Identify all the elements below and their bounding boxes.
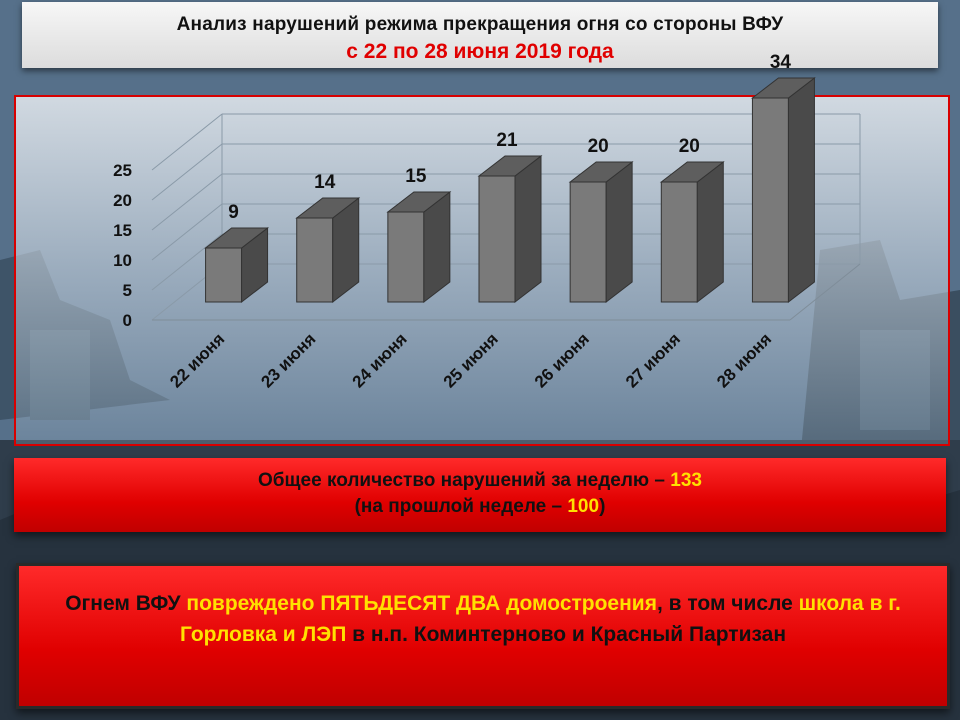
y-tick-label: 10 (113, 251, 132, 270)
y-axis-ticks: 0 5 10 15 20 25 (113, 161, 132, 330)
bar-side (696, 160, 724, 304)
data-label: 21 (496, 130, 518, 151)
data-label: 15 (405, 166, 427, 187)
damage-part: Коминтерново (413, 623, 567, 646)
bar-top (386, 191, 452, 213)
damage-text: Огнем ВФУ повреждено ПЯТЬДЕСЯТ ДВА домос… (19, 588, 947, 650)
previous-value: 100 (567, 496, 600, 517)
x-axis-ticks: 22 июня 23 июня 24 июня 25 июня 26 июня 27 ию… (166, 329, 775, 391)
bar-22 июня (205, 247, 243, 303)
damage-part: домостроения (506, 592, 657, 615)
total-value: 133 (670, 470, 702, 491)
bar-23 июня (296, 217, 334, 303)
bar-25 июня (478, 175, 516, 303)
gridline-depth (151, 143, 223, 201)
damage-part: ПЯТЬДЕСЯТ ДВА (320, 592, 507, 615)
damage-part: повреждено (186, 592, 321, 615)
bar-28 июня (751, 97, 789, 303)
bar-top (295, 197, 361, 219)
damage-part: , в том числе (656, 592, 799, 615)
gridline-depth (151, 113, 223, 171)
header-panel: Анализ нарушений режима прекращения огня… (22, 2, 938, 68)
y-tick-label: 20 (113, 191, 132, 210)
data-label: 34 (770, 52, 792, 73)
damage-panel: Огнем ВФУ повреждено ПЯТЬДЕСЯТ ДВА домос… (16, 563, 950, 709)
bar-top (204, 227, 270, 249)
gridline-depth (151, 173, 223, 231)
total-label: Общее количество нарушений за неделю – (258, 470, 671, 491)
x-tick-label: 26 июня (531, 329, 593, 391)
x-tick-label: 22 июня (166, 329, 228, 391)
y-tick-label: 0 (123, 311, 132, 330)
weekly-total-panel: Общее количество нарушений за неделю – 1… (14, 458, 946, 532)
previous-label: (на прошлой неделе – (354, 496, 568, 517)
y-tick-label: 5 (123, 281, 132, 300)
bar-side (787, 76, 815, 304)
data-label: 14 (314, 172, 336, 193)
bars: 9 14 15 21 20 20 34 (204, 52, 816, 304)
y-tick-label: 25 (113, 161, 132, 180)
bar-27 июня (660, 181, 698, 303)
bar-side (605, 160, 633, 304)
y-tick-label: 15 (113, 221, 132, 240)
x-tick-label: 23 июня (257, 329, 319, 391)
data-label: 9 (228, 202, 239, 223)
data-label: 20 (679, 136, 700, 157)
damage-part: в н.п. (346, 623, 414, 646)
bar-top (477, 155, 543, 177)
page-title: Анализ нарушений режима прекращения огня… (176, 14, 784, 35)
bar-side (514, 154, 542, 304)
x-tick-label: 27 июня (622, 329, 684, 391)
data-label: 20 (588, 136, 609, 157)
bar-top (568, 161, 634, 183)
gridline-depth (151, 233, 223, 291)
bar-26 июня (569, 181, 607, 303)
x-tick-label: 25 июня (440, 329, 502, 391)
x-tick-label: 28 июня (713, 329, 775, 391)
previous-suffix: ) (599, 496, 606, 517)
floor-right-edge (789, 263, 861, 321)
damage-part: и Красный Партизан (566, 623, 787, 646)
period-subtitle: с 22 по 28 июня 2019 года (346, 40, 614, 63)
bar-top (750, 77, 816, 99)
x-tick-label: 24 июня (349, 329, 411, 391)
bar-24 июня (387, 211, 425, 303)
damage-part: Огнем ВФУ (65, 592, 187, 615)
gridline-depth (151, 203, 223, 261)
bar-top (659, 161, 725, 183)
damage-part: школа в г. Горловка и ЛЭП (179, 592, 901, 646)
